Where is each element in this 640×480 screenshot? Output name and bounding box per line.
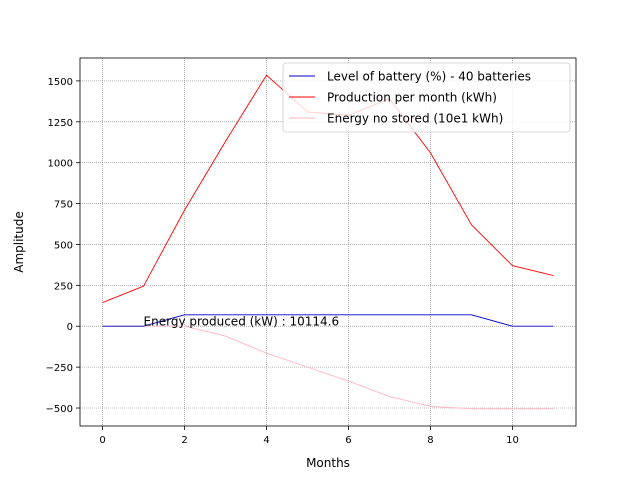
axis-ticks: 0 2 4 6 8 10 −500 −250 0 250 500 750 1000 1250 1500 — [46, 77, 519, 446]
series-line-3 — [102, 325, 554, 410]
y-tick-label: 250 — [54, 281, 73, 292]
energy-produced-annotation: Energy produced (kW) : 10114.6 — [144, 315, 340, 329]
y-tick-label: 0 — [67, 322, 73, 333]
y-tick-label: −250 — [46, 363, 73, 374]
x-tick-label: 4 — [263, 435, 269, 446]
x-tick-label: 6 — [345, 435, 351, 446]
y-tick-label: −500 — [46, 404, 73, 415]
legend-label: Energy no stored (10e1 kWh) — [327, 112, 503, 126]
x-tick-label: 8 — [427, 435, 433, 446]
y-axis-label: Amplitude — [12, 211, 26, 273]
series-line-1 — [102, 314, 554, 327]
y-tick-label: 1000 — [48, 159, 73, 170]
plot-frame — [79, 57, 577, 427]
y-tick-label: 1500 — [48, 77, 73, 88]
x-tick-label: 10 — [506, 435, 519, 446]
y-tick-label: 1250 — [48, 118, 73, 129]
legend-label: Production per month (kWh) — [327, 91, 497, 105]
y-tick-label: 750 — [54, 200, 73, 211]
x-tick-label: 0 — [99, 435, 105, 446]
legend-label: Level of battery (%) - 40 batteries — [327, 70, 531, 84]
y-tick-label: 500 — [54, 240, 73, 251]
x-tick-label: 2 — [181, 435, 187, 446]
legend-box — [282, 62, 571, 133]
x-axis-label: Months — [306, 456, 350, 470]
legend: Level of battery (%) - 40 batteries Produ… — [282, 62, 571, 133]
